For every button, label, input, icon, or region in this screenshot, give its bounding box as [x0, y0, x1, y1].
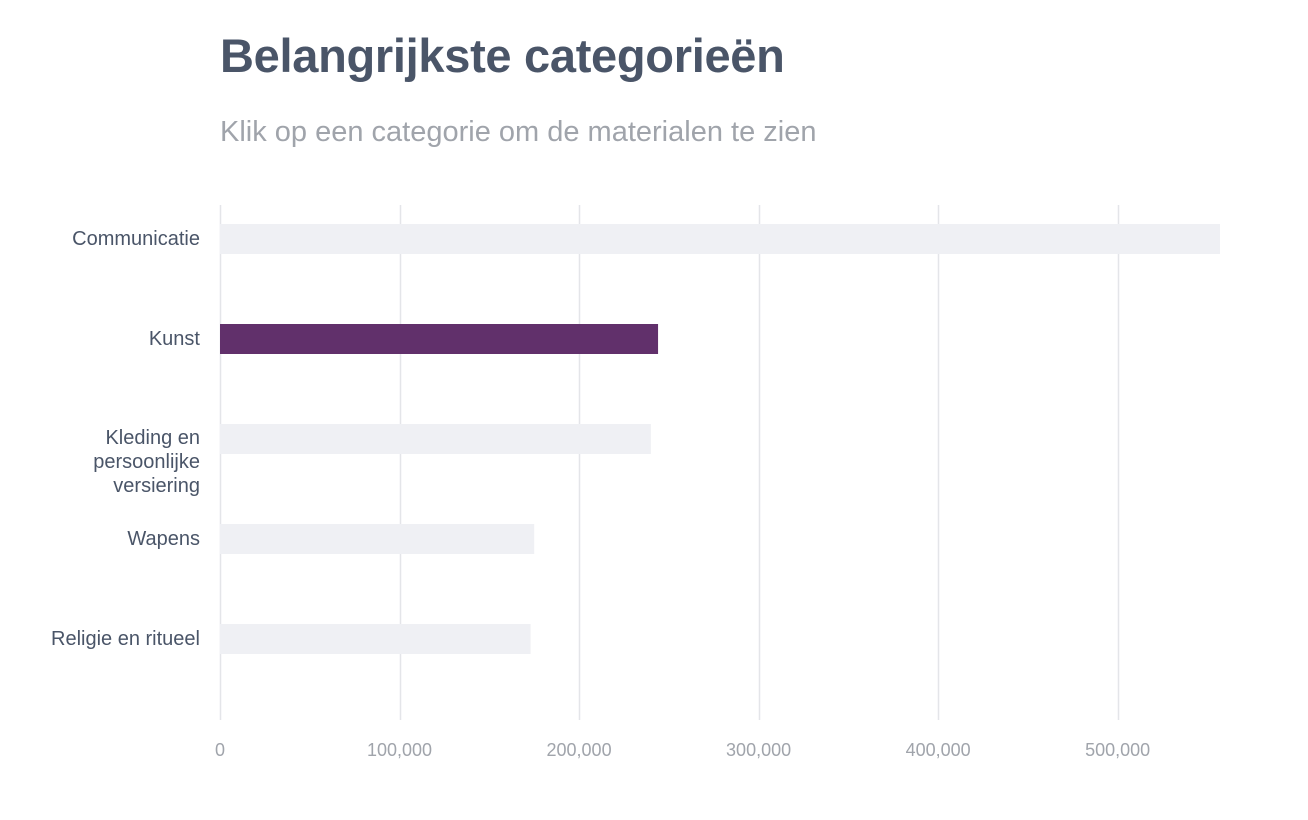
category-label-line: Kunst	[149, 328, 201, 350]
category-label-line: Wapens	[127, 528, 200, 550]
category-label-line: Communicatie	[72, 228, 200, 250]
category-label-line: versiering	[113, 475, 200, 497]
category-label-2[interactable]: Kleding en persoonlijke versiering	[93, 427, 200, 497]
category-label-4[interactable]: Religie en ritueel	[51, 628, 200, 650]
category-label-3[interactable]: Wapens	[127, 528, 200, 550]
category-label-1[interactable]: Kunst	[149, 328, 201, 350]
category-label-line: Kleding en	[105, 427, 200, 449]
bar-0[interactable]	[220, 224, 1220, 254]
chart-subtitle: Klik op een categorie om de materialen t…	[220, 116, 817, 148]
x-tick-label: 400,000	[906, 740, 971, 760]
category-label-line: Religie en ritueel	[51, 628, 200, 650]
category-label-0[interactable]: Communicatie	[72, 228, 200, 250]
chart-title: Belangrijkste categorieën	[220, 29, 785, 82]
x-tick-label: 200,000	[547, 740, 612, 760]
bar-2[interactable]	[220, 424, 651, 454]
bar-4[interactable]	[220, 624, 531, 654]
x-tick-label: 500,000	[1085, 740, 1150, 760]
x-tick-label: 300,000	[726, 740, 791, 760]
category-label-line: persoonlijke	[93, 451, 200, 473]
bar-1[interactable]	[220, 324, 659, 354]
x-tick-label: 0	[215, 740, 225, 760]
bar-3[interactable]	[220, 524, 535, 554]
x-tick-label: 100,000	[367, 740, 432, 760]
